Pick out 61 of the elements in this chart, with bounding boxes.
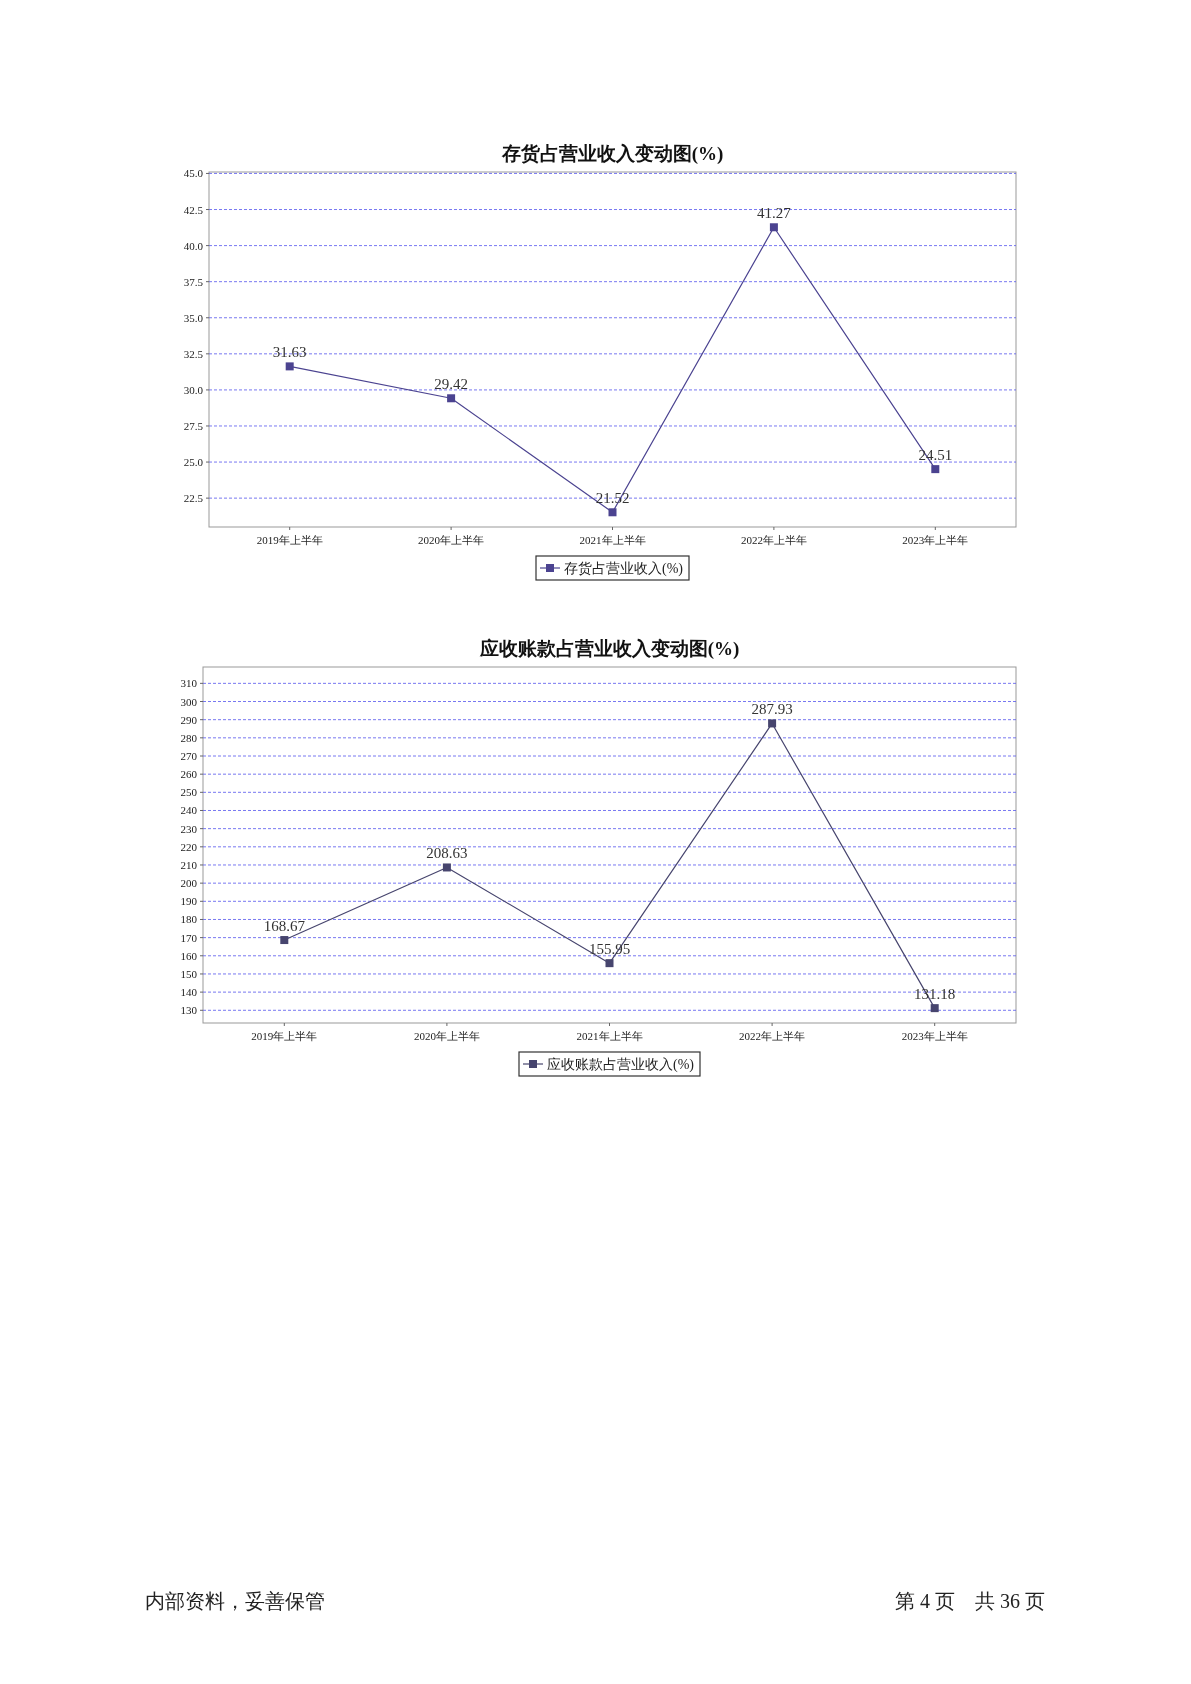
data-label: 287.93 (751, 701, 793, 718)
x-tick-label: 2021年上半年 (576, 1030, 643, 1042)
y-tick-label: 180 (180, 913, 198, 926)
x-tick-label: 2021年上半年 (579, 534, 646, 546)
y-tick-label: 35.0 (183, 311, 204, 324)
text: 内部资料，妥善保管 (145, 1590, 325, 1612)
x-tick-label: 2020年上半年 (418, 534, 485, 546)
y-tick-label: 27.5 (183, 419, 204, 432)
legend-label: 存货占营业收入(%) (564, 561, 684, 577)
chart-title: 存货占营业收入变动图(%) (500, 143, 724, 165)
x-tick-label: 2023年上半年 (902, 534, 969, 546)
point (280, 936, 289, 945)
point (930, 1004, 939, 1013)
point (931, 465, 940, 474)
data-label: 208.63 (426, 845, 468, 862)
y-tick-label: 260 (180, 768, 198, 781)
y-tick-label: 45.0 (183, 167, 204, 180)
y-tick-label: 40.0 (183, 239, 204, 252)
y-tick-label: 300 (180, 695, 198, 708)
y-tick-label: 37.5 (183, 275, 204, 288)
point (769, 223, 778, 232)
y-tick-label: 130 (180, 1004, 198, 1017)
point (768, 719, 777, 728)
y-tick-label: 32.5 (183, 347, 204, 360)
x-tick-label: 2020年上半年 (413, 1030, 480, 1042)
y-tick-label: 230 (180, 822, 198, 835)
data-label: 41.27 (757, 205, 792, 222)
y-tick-label: 42.5 (183, 203, 204, 216)
point (605, 959, 614, 968)
point (442, 863, 451, 872)
y-tick-label: 220 (180, 840, 198, 853)
y-tick-label: 170 (180, 931, 198, 944)
y-tick-label: 240 (180, 804, 198, 817)
y-tick-label: 22.5 (183, 492, 204, 505)
y-tick-label: 190 (180, 895, 198, 908)
x-tick-label: 2023年上半年 (901, 1030, 968, 1042)
data-label: 31.63 (272, 344, 307, 361)
x-tick-label: 2019年上半年 (251, 1030, 318, 1042)
y-tick-label: 310 (180, 677, 198, 690)
y-tick-label: 250 (180, 786, 198, 799)
y-tick-label: 200 (180, 877, 198, 890)
y-tick-label: 290 (180, 713, 198, 726)
point (447, 394, 456, 403)
data-label: 29.42 (434, 376, 468, 393)
y-tick-label: 270 (180, 750, 198, 762)
text: 第 4 页 共 36 页 (895, 1590, 1045, 1612)
y-tick-label: 25.0 (183, 456, 204, 469)
chart-title: 应收账款占营业收入变动图(%) (478, 638, 740, 660)
y-tick-label: 30.0 (183, 383, 204, 396)
point (285, 362, 294, 371)
y-tick-label: 160 (180, 949, 198, 962)
y-tick-label: 210 (180, 858, 198, 871)
point (608, 508, 617, 517)
y-tick-label: 150 (180, 967, 198, 980)
legend-label: 应收账款占营业收入(%) (547, 1057, 695, 1073)
x-tick-label: 2022年上半年 (740, 534, 807, 546)
y-tick-label: 280 (180, 731, 198, 744)
y-tick-label: 140 (180, 986, 198, 999)
x-tick-label: 2022年上半年 (739, 1030, 806, 1042)
x-tick-label: 2019年上半年 (256, 534, 323, 546)
data-label: 168.67 (263, 918, 306, 935)
